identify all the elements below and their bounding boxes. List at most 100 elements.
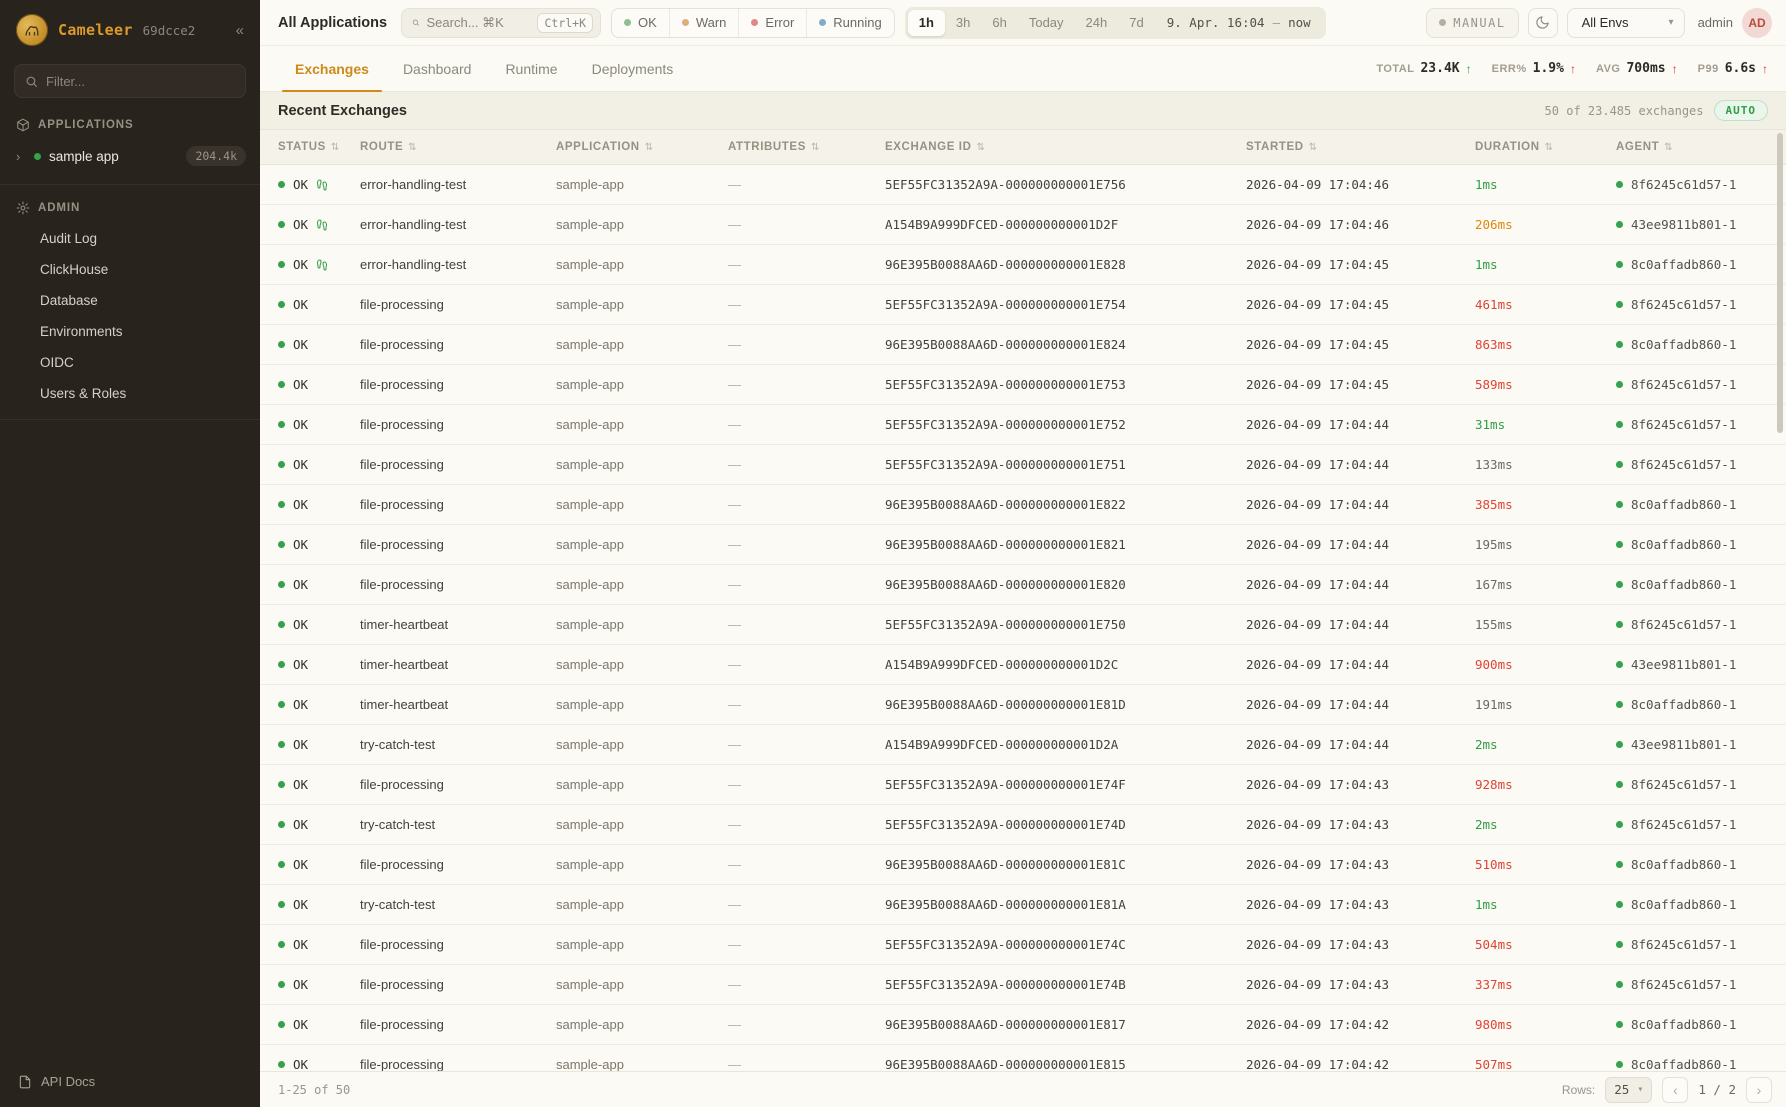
tab-exchanges[interactable]: Exchanges: [278, 46, 386, 92]
column-header-application[interactable]: APPLICATION ⇅: [556, 141, 728, 153]
column-header-attributes[interactable]: ATTRIBUTES ⇅: [728, 141, 885, 153]
table-row[interactable]: OK file-processing sample-app — 96E395B0088A…: [260, 565, 1786, 605]
status-filter-label: Running: [833, 15, 882, 30]
table-row[interactable]: OK error-handling-test sample-app — A154B9A9…: [260, 205, 1786, 245]
table-row[interactable]: OK file-processing sample-app — 5EF55FC31352…: [260, 965, 1786, 1005]
table-row[interactable]: OK file-processing sample-app — 96E395B0088A…: [260, 485, 1786, 525]
status-filter-error[interactable]: Error: [739, 8, 808, 37]
attributes-cell: —: [728, 977, 741, 992]
time-range-3h[interactable]: 3h: [945, 10, 981, 36]
agent-status-dot: [1616, 381, 1623, 388]
table-row[interactable]: OK file-processing sample-app — 5EF55FC31352…: [260, 365, 1786, 405]
sort-icon[interactable]: ⇅: [330, 141, 340, 153]
status-filter-warn[interactable]: Warn: [670, 8, 740, 37]
status-filter-ok[interactable]: OK: [612, 8, 670, 37]
sidebar-item-audit-log[interactable]: Audit Log: [40, 231, 98, 246]
started-cell: 2026-04-09 17:04:44: [1246, 417, 1389, 432]
sort-icon[interactable]: ⇅: [644, 141, 654, 153]
table-row[interactable]: OK try-catch-test sample-app — A154B9A999DFC…: [260, 725, 1786, 765]
time-range-24h[interactable]: 24h: [1075, 10, 1119, 36]
agent-status-dot: [1616, 1061, 1623, 1068]
time-range-7d[interactable]: 7d: [1118, 10, 1154, 36]
table-row[interactable]: OK timer-heartbeat sample-app — 96E395B0088A…: [260, 685, 1786, 725]
table-row[interactable]: OK file-processing sample-app — 96E395B0088A…: [260, 1005, 1786, 1045]
sort-icon[interactable]: ⇅: [1308, 141, 1318, 153]
table-row[interactable]: OK file-processing sample-app — 96E395B0088A…: [260, 525, 1786, 565]
column-header-exchange-id[interactable]: EXCHANGE ID ⇅: [885, 141, 1246, 153]
rows-per-page-select[interactable]: 25 ▾: [1605, 1076, 1653, 1103]
dark-mode-toggle[interactable]: [1527, 7, 1558, 38]
env-select[interactable]: All Envs ▾: [1566, 7, 1685, 38]
agent-status-dot: [1616, 421, 1623, 428]
auto-refresh-badge[interactable]: AUTO: [1713, 100, 1768, 121]
attributes-cell: —: [728, 777, 741, 792]
started-cell: 2026-04-09 17:04:44: [1246, 657, 1389, 672]
sort-icon[interactable]: ⇅: [810, 141, 820, 153]
table-row[interactable]: OK file-processing sample-app — 5EF55FC31352…: [260, 445, 1786, 485]
agent-cell: 8c0affadb860-1: [1616, 1057, 1768, 1071]
column-header-status[interactable]: STATUS ⇅: [278, 141, 360, 153]
table-row[interactable]: OK file-processing sample-app — 5EF55FC31352…: [260, 405, 1786, 445]
sidebar-collapse-icon[interactable]: «: [235, 21, 244, 39]
tab-deployments[interactable]: Deployments: [591, 60, 674, 77]
column-header-agent[interactable]: AGENT ⇅: [1616, 141, 1768, 153]
sidebar-item-users-roles[interactable]: Users & Roles: [40, 386, 127, 401]
table-row[interactable]: OK error-handling-test sample-app — 96E395B0…: [260, 245, 1786, 285]
search-shortcut-kbd: Ctrl+K: [537, 12, 594, 33]
time-range-today[interactable]: Today: [1018, 10, 1075, 36]
stat-p99: P99 6.6s ↑: [1698, 61, 1768, 76]
table-row[interactable]: OK file-processing sample-app — 96E395B0088A…: [260, 845, 1786, 885]
agent-cell: 8c0affadb860-1: [1616, 897, 1768, 912]
column-header-duration[interactable]: DURATION ⇅: [1475, 141, 1616, 153]
sidebar-filter-box[interactable]: [14, 64, 246, 98]
sidebar-spacer: [0, 420, 260, 1060]
status-filter-running[interactable]: Running: [807, 9, 893, 37]
sort-icon[interactable]: ⇅: [976, 141, 986, 153]
sidebar-item-environments[interactable]: Environments: [40, 324, 123, 339]
manual-refresh-button[interactable]: MANUAL: [1426, 7, 1519, 38]
table-row[interactable]: OK file-processing sample-app — 5EF55FC31352…: [260, 925, 1786, 965]
search-icon: [412, 19, 419, 26]
sidebar-item-sample-app[interactable]: › sample app 204.4k: [0, 140, 260, 174]
time-range-6h[interactable]: 6h: [981, 10, 1017, 36]
stat-total: TOTAL 23.4K ↑: [1376, 61, 1471, 76]
sidebar-item-clickhouse[interactable]: ClickHouse: [40, 262, 109, 277]
sidebar-item-oidc[interactable]: OIDC: [40, 355, 74, 370]
tab-runtime[interactable]: Runtime: [505, 60, 558, 77]
table-row[interactable]: OK timer-heartbeat sample-app — 5EF55FC31352…: [260, 605, 1786, 645]
table-row[interactable]: OK try-catch-test sample-app — 5EF55FC31352A…: [260, 805, 1786, 845]
sort-icon[interactable]: ⇅: [1664, 141, 1674, 153]
status-dot: [278, 181, 285, 188]
table-row[interactable]: OK try-catch-test sample-app — 96E395B0088AA…: [260, 885, 1786, 925]
global-search-input[interactable]: [426, 15, 531, 30]
sort-icon[interactable]: ⇅: [408, 141, 418, 153]
route-cell: error-handling-test: [360, 177, 467, 192]
sidebar-item-api-docs[interactable]: API Docs: [0, 1060, 260, 1107]
date-range-display[interactable]: 9. Apr. 16:04 — now: [1155, 15, 1323, 30]
time-range-1h[interactable]: 1h: [907, 9, 945, 36]
table-row[interactable]: OK file-processing sample-app — 5EF55FC31352…: [260, 765, 1786, 805]
trend-up-icon: ↑: [1671, 61, 1678, 76]
status-dot: [278, 301, 285, 308]
global-search-box[interactable]: Ctrl+K: [401, 7, 602, 38]
column-header-started[interactable]: STARTED ⇅: [1246, 141, 1475, 153]
status-cell: OK: [278, 937, 360, 952]
table-scrollbar[interactable]: [1777, 133, 1783, 433]
expand-chevron-icon[interactable]: ›: [16, 148, 21, 164]
sort-icon[interactable]: ⇅: [1544, 141, 1554, 153]
tab-dashboard[interactable]: Dashboard: [402, 60, 472, 77]
stat-label: P99: [1697, 62, 1719, 75]
prev-page-button[interactable]: ‹: [1662, 1076, 1689, 1103]
next-page-button[interactable]: ›: [1746, 1076, 1772, 1103]
table-row[interactable]: OK timer-heartbeat sample-app — A154B9A999DF…: [260, 645, 1786, 685]
table-row[interactable]: OK error-handling-test sample-app — 5EF55FC3…: [260, 165, 1786, 205]
column-header-route[interactable]: ROUTE ⇅: [360, 141, 556, 153]
sidebar-item-database[interactable]: Database: [40, 293, 98, 308]
page-indicator: 1 / 2: [1698, 1082, 1736, 1097]
table-row[interactable]: OK file-processing sample-app — 5EF55FC31352…: [260, 285, 1786, 325]
sidebar-filter-input[interactable]: [46, 73, 235, 89]
user-avatar[interactable]: AD: [1742, 7, 1772, 38]
table-row[interactable]: OK file-processing sample-app — 96E395B0088A…: [260, 1045, 1786, 1071]
agent-id: 8c0affadb860-1: [1631, 897, 1737, 912]
table-row[interactable]: OK file-processing sample-app — 96E395B0088A…: [260, 325, 1786, 365]
